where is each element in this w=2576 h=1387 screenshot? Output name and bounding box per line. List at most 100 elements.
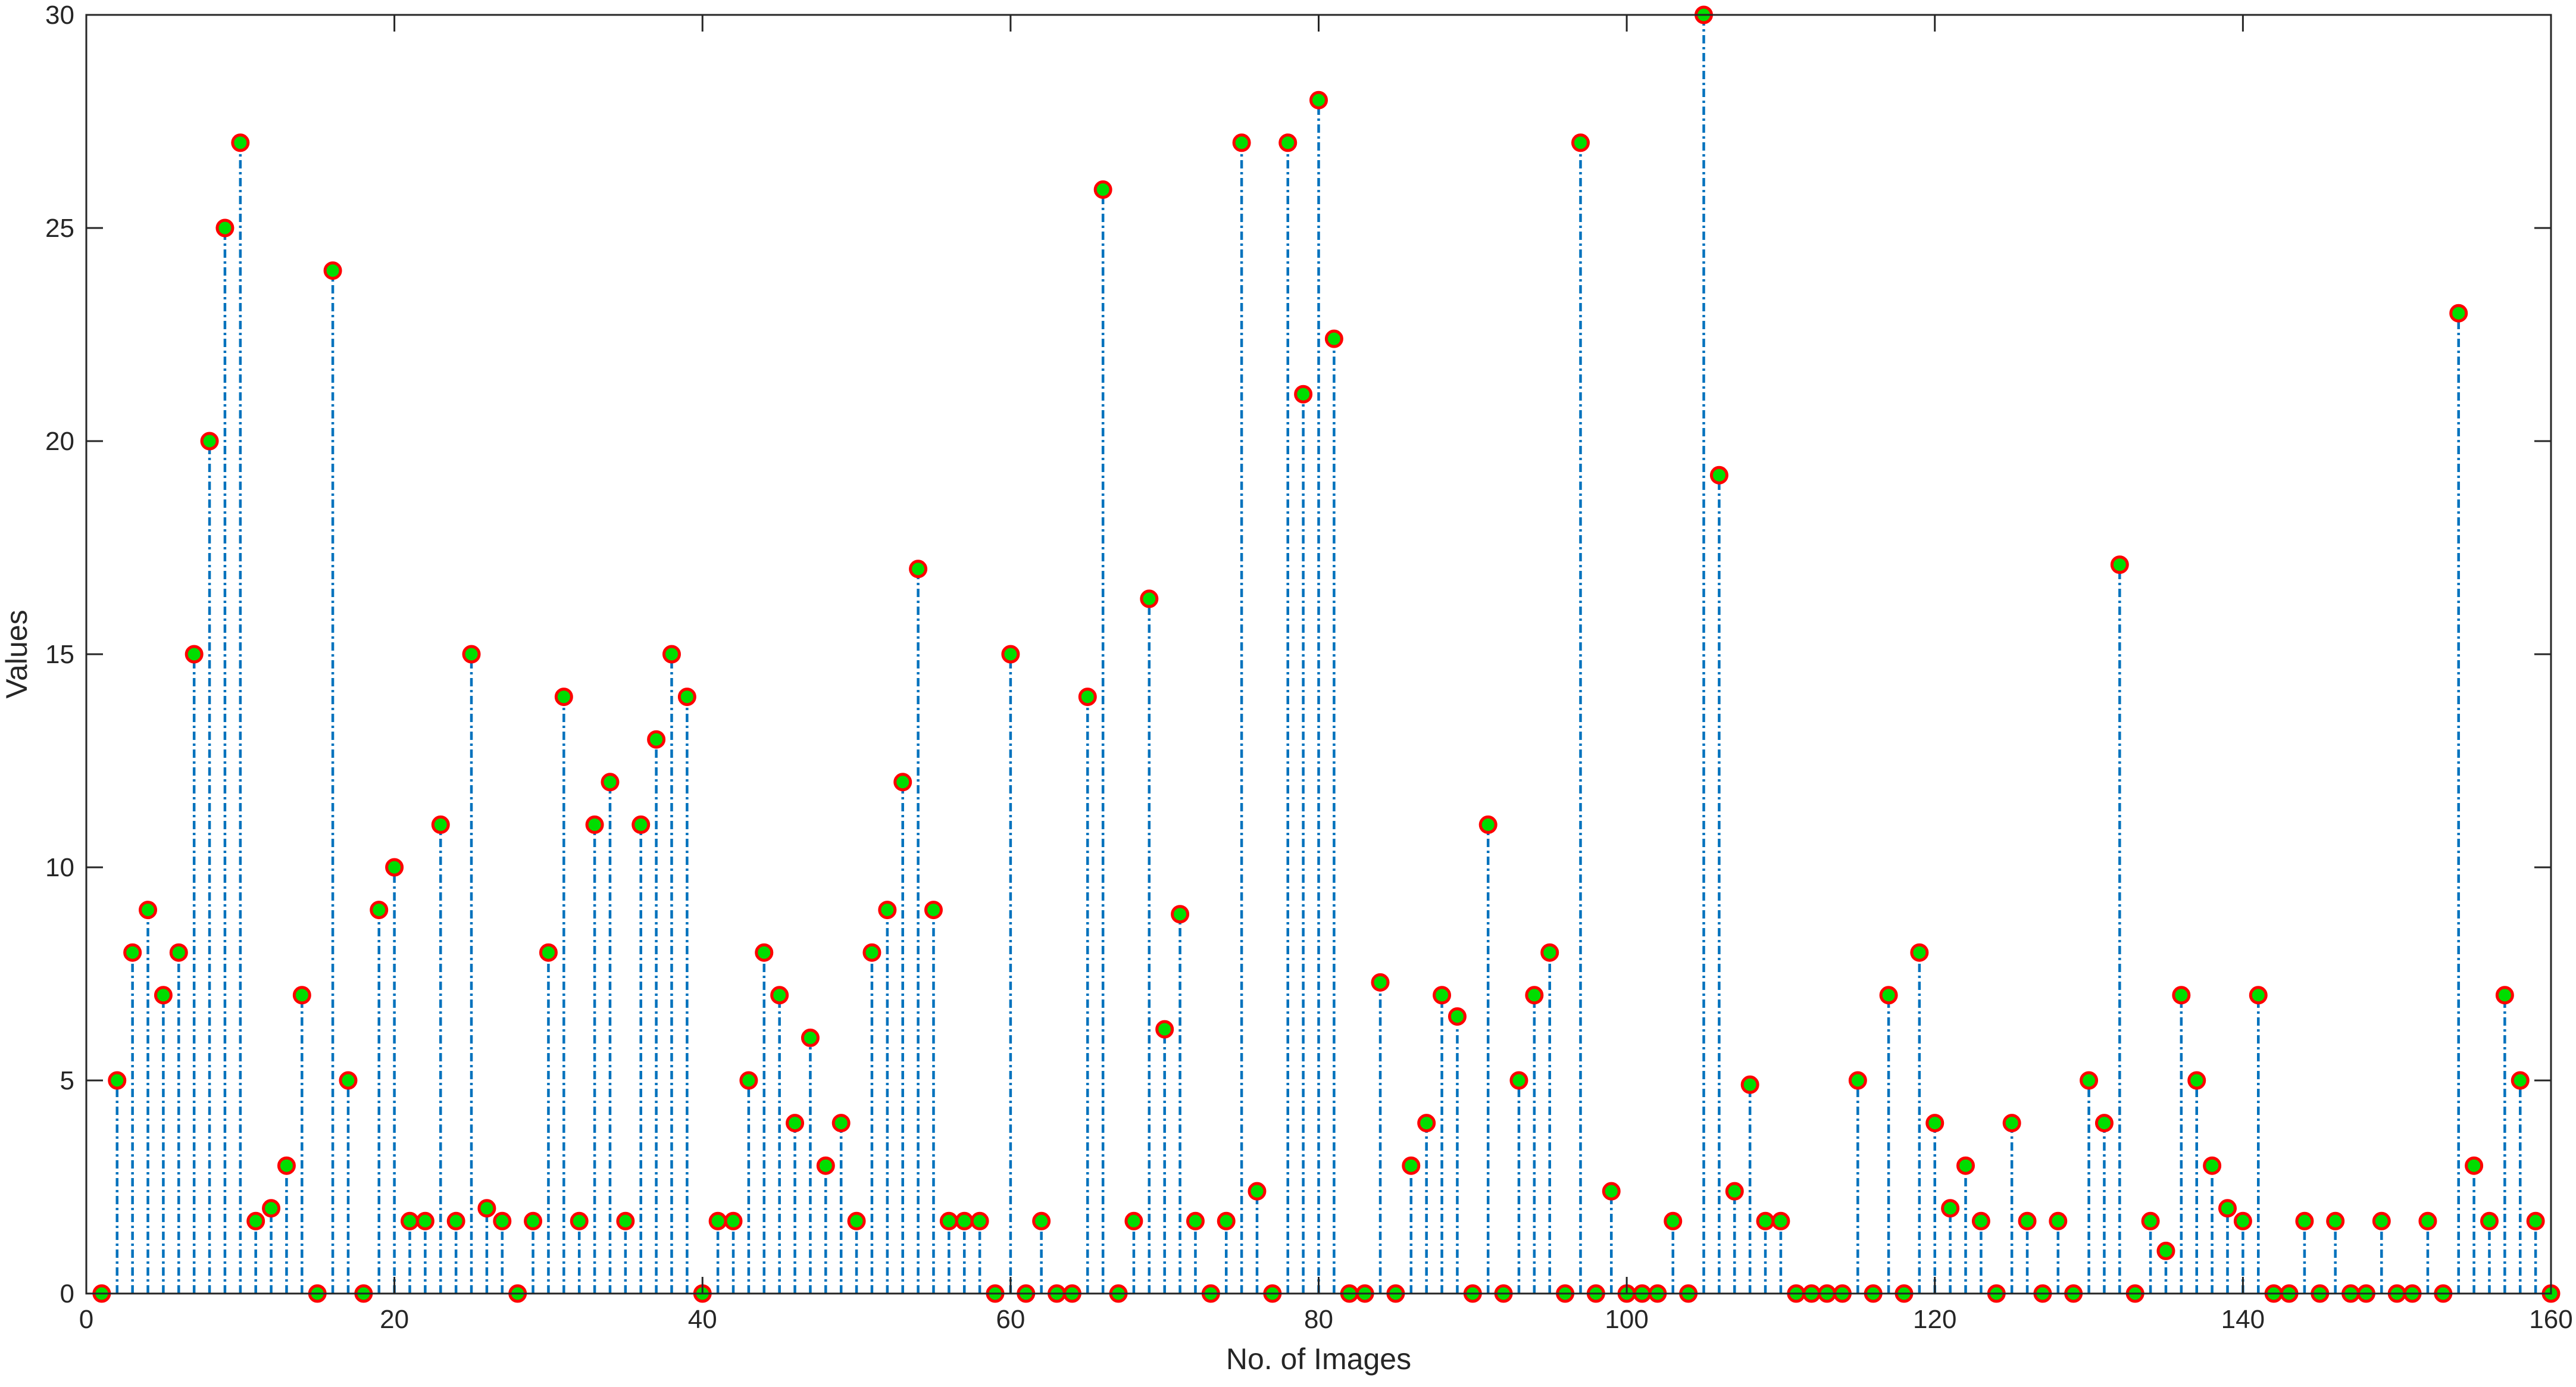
data-point <box>601 773 620 792</box>
data-point <box>647 730 666 749</box>
data-point <box>123 943 142 962</box>
data-point <box>108 1071 127 1090</box>
data-point <box>878 901 897 920</box>
data-point <box>2049 1211 2068 1230</box>
y-tick-label: 5 <box>60 1066 74 1095</box>
data-point <box>1232 133 1251 152</box>
data-point <box>2018 1211 2037 1230</box>
data-point <box>431 815 450 834</box>
data-point <box>446 1211 465 1230</box>
data-point <box>570 1211 589 1230</box>
data-point <box>724 1211 743 1230</box>
data-point <box>1155 1020 1174 1039</box>
y-tick-label: 20 <box>45 427 74 456</box>
data-point <box>770 986 789 1005</box>
data-point <box>185 645 204 664</box>
data-point <box>246 1211 265 1230</box>
data-point <box>755 943 774 962</box>
data-point <box>1525 986 1544 1005</box>
data-point <box>2465 1156 2484 1175</box>
data-point <box>200 432 219 451</box>
data-point <box>1186 1211 1205 1230</box>
data-point <box>2187 1071 2206 1090</box>
markers-layer <box>92 5 2561 1303</box>
y-axis-label: Values <box>0 610 33 698</box>
data-point <box>831 1114 851 1133</box>
data-point <box>2495 986 2514 1005</box>
data-point <box>401 1211 420 1230</box>
y-tick-label: 25 <box>45 214 74 243</box>
data-point <box>277 1156 296 1175</box>
data-point <box>323 261 342 280</box>
data-point <box>1478 815 1498 834</box>
data-point <box>339 1071 358 1090</box>
data-point <box>1848 1071 1867 1090</box>
data-point <box>939 1211 958 1230</box>
data-point <box>1709 466 1728 485</box>
data-point <box>1248 1182 1267 1201</box>
data-point <box>924 901 943 920</box>
data-point <box>893 773 912 792</box>
data-point <box>385 858 404 877</box>
data-point <box>1078 688 1097 707</box>
data-point <box>1294 385 1313 404</box>
data-point <box>1602 1182 1621 1201</box>
axes-layer <box>85 14 2552 1295</box>
data-point <box>2080 1071 2099 1090</box>
data-point <box>2141 1211 2160 1230</box>
data-point <box>2203 1156 2222 1175</box>
data-point <box>524 1211 543 1230</box>
x-tick-label: 120 <box>1913 1305 1956 1334</box>
data-point <box>1032 1211 1051 1230</box>
data-point <box>786 1114 805 1133</box>
x-tick-label: 20 <box>380 1305 409 1334</box>
data-point <box>2249 986 2268 1005</box>
data-point <box>2326 1211 2345 1230</box>
data-point <box>2449 304 2468 323</box>
data-point <box>1124 1211 1143 1230</box>
data-point <box>662 645 681 664</box>
data-point <box>1278 133 1298 152</box>
data-point <box>2002 1114 2021 1133</box>
data-point <box>909 560 928 579</box>
data-point <box>2526 1211 2545 1230</box>
data-point <box>1540 943 1559 962</box>
data-point <box>154 986 173 1005</box>
data-point <box>1417 1114 1436 1133</box>
data-point <box>1771 1211 1790 1230</box>
x-axis-label: No. of Images <box>1226 1342 1411 1376</box>
data-point <box>1402 1156 1421 1175</box>
data-point <box>169 943 188 962</box>
data-point <box>1448 1007 1467 1026</box>
data-point <box>2480 1211 2499 1230</box>
data-point <box>539 943 558 962</box>
data-point <box>1171 905 1190 924</box>
data-point <box>816 1156 835 1175</box>
data-point <box>292 986 311 1005</box>
y-tick-label: 15 <box>45 640 74 669</box>
data-point <box>1571 133 1590 152</box>
data-point <box>370 901 389 920</box>
data-point <box>1509 1071 1528 1090</box>
data-point <box>2094 1114 2114 1133</box>
data-point <box>415 1211 434 1230</box>
data-point <box>2233 1211 2252 1230</box>
data-point <box>1433 986 1452 1005</box>
data-point <box>2372 1211 2391 1230</box>
data-point <box>632 815 651 834</box>
x-tick-label: 80 <box>1304 1305 1333 1334</box>
data-point <box>2511 1071 2530 1090</box>
data-point <box>1925 1114 1944 1133</box>
data-point <box>2418 1211 2437 1230</box>
data-point <box>1217 1211 1236 1230</box>
data-point <box>1093 180 1112 199</box>
data-point <box>677 688 696 707</box>
x-tick-label: 60 <box>996 1305 1025 1334</box>
x-tick-label: 0 <box>79 1305 93 1334</box>
data-point <box>616 1211 635 1230</box>
data-point <box>554 688 573 707</box>
data-point <box>1879 986 1898 1005</box>
data-point <box>801 1028 820 1047</box>
